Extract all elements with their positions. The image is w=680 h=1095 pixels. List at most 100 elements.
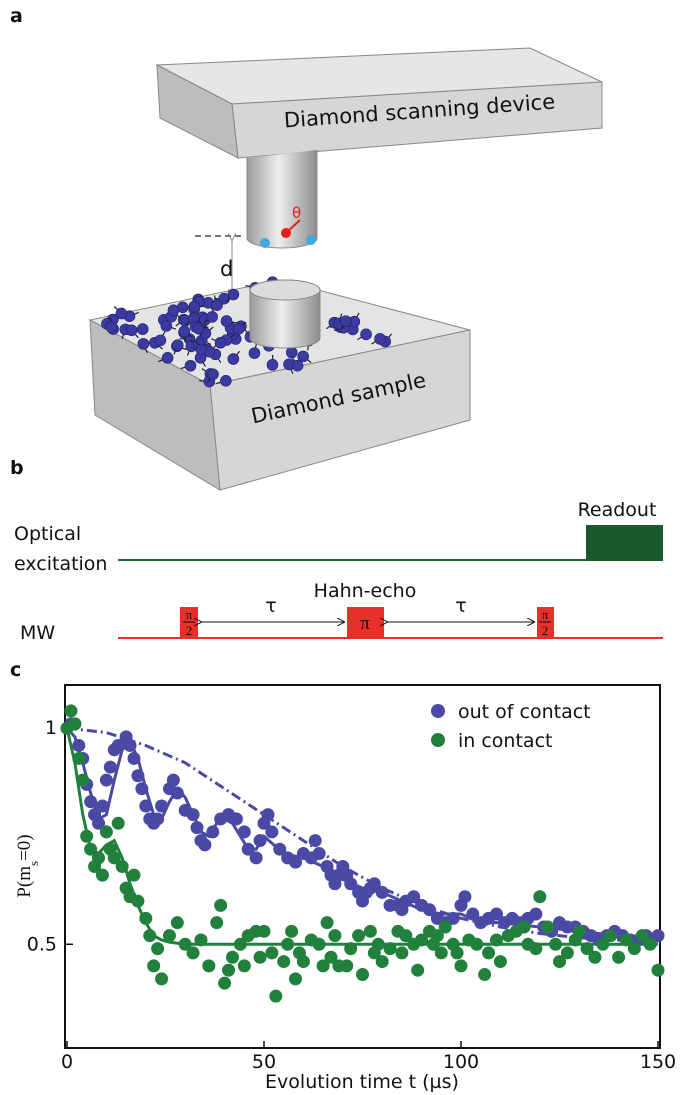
spin xyxy=(227,353,240,365)
data-point xyxy=(249,851,263,865)
data-point xyxy=(395,946,409,960)
data-point xyxy=(541,920,555,934)
data-point xyxy=(265,946,279,960)
plot-frame xyxy=(64,684,661,1049)
data-point xyxy=(135,782,149,796)
data-point xyxy=(549,937,563,951)
data-point xyxy=(198,838,212,852)
surface-spin xyxy=(306,235,316,245)
data-point xyxy=(533,890,547,904)
data-point xyxy=(470,937,484,951)
data-point xyxy=(458,890,472,904)
data-point xyxy=(454,959,468,973)
spin xyxy=(161,352,174,364)
spin xyxy=(207,368,219,381)
data-point xyxy=(166,773,180,787)
y-title-part: P(m xyxy=(14,866,35,898)
legend-bg xyxy=(428,727,643,754)
data-point xyxy=(285,924,299,938)
data-point xyxy=(344,877,358,891)
spin xyxy=(195,343,208,356)
data-point xyxy=(229,812,243,826)
spin xyxy=(160,320,173,332)
data-point xyxy=(399,929,413,943)
data-point xyxy=(553,955,566,969)
data-point xyxy=(415,933,429,947)
angle-label: θ xyxy=(292,204,301,222)
data-point xyxy=(596,937,610,951)
data-point xyxy=(147,959,161,973)
spin xyxy=(206,311,218,323)
panel-a: a Diamond scanning device d θ Diamond sa… xyxy=(10,5,603,491)
data-point xyxy=(450,946,464,960)
legend-marker xyxy=(431,733,445,747)
hahn-echo-label: Hahn-echo xyxy=(314,580,417,602)
data-point xyxy=(151,812,165,826)
spin xyxy=(291,359,304,372)
fit-line xyxy=(65,727,659,942)
data-point xyxy=(316,959,330,973)
data-point xyxy=(84,842,98,856)
optical-label: Optical xyxy=(14,523,81,545)
y-tick-label: 0.5 xyxy=(27,933,57,955)
data-point xyxy=(289,855,303,869)
data-point xyxy=(529,942,543,956)
data-point xyxy=(651,963,665,977)
data-point xyxy=(162,929,176,943)
data-point xyxy=(517,920,531,934)
data-point xyxy=(367,877,381,891)
data-point xyxy=(281,937,295,951)
data-point xyxy=(64,704,78,718)
data-point xyxy=(407,890,421,904)
data-point xyxy=(269,989,283,1003)
data-point xyxy=(265,825,279,839)
data-point xyxy=(466,907,480,921)
data-point xyxy=(328,929,342,943)
data-point xyxy=(560,946,574,960)
data-point xyxy=(411,963,425,977)
pulse-label: 2 xyxy=(542,623,549,638)
data-point xyxy=(612,950,626,964)
pulse-label: π xyxy=(360,613,370,634)
panel-b: b Optical excitation Readout MW Hahn-ech… xyxy=(10,457,663,644)
spin xyxy=(167,304,180,317)
data-point xyxy=(99,773,113,787)
spin xyxy=(105,321,118,333)
x-axis-title: Evolution time t (µs) xyxy=(265,1071,459,1093)
data-point xyxy=(194,933,208,947)
data-point xyxy=(261,808,275,822)
data-point xyxy=(170,916,184,930)
readout-label: Readout xyxy=(578,499,657,521)
y-title-sub: s xyxy=(26,861,41,866)
y-axis-title: P(ms=0) xyxy=(14,834,41,897)
data-point xyxy=(206,825,220,839)
data-point xyxy=(123,739,137,752)
data-point xyxy=(214,898,228,912)
data-point xyxy=(210,916,224,930)
panel-c: c Evolution time t (µs) P(ms=0) 0 50 100 15… xyxy=(10,659,676,1093)
data-point xyxy=(363,924,377,938)
spin xyxy=(248,347,261,359)
data-point xyxy=(580,942,594,956)
legend-label: out of contact xyxy=(458,701,591,723)
data-point xyxy=(139,911,153,925)
pulse-label: π xyxy=(186,607,193,622)
pulse-label: π xyxy=(542,607,549,622)
data-point xyxy=(273,842,287,856)
data-point xyxy=(72,751,86,765)
spin xyxy=(137,338,150,350)
data-point xyxy=(478,968,492,982)
data-point xyxy=(371,937,385,951)
fit-line xyxy=(66,726,659,944)
tau-label: τ xyxy=(265,595,276,617)
data-point xyxy=(95,868,109,882)
sample-side xyxy=(89,319,221,491)
data-point xyxy=(572,924,586,938)
surface-spin xyxy=(260,238,270,248)
data-point xyxy=(151,942,165,956)
data-point xyxy=(202,959,216,973)
data-point xyxy=(308,834,322,848)
data-point xyxy=(482,946,496,960)
spin xyxy=(115,307,128,320)
